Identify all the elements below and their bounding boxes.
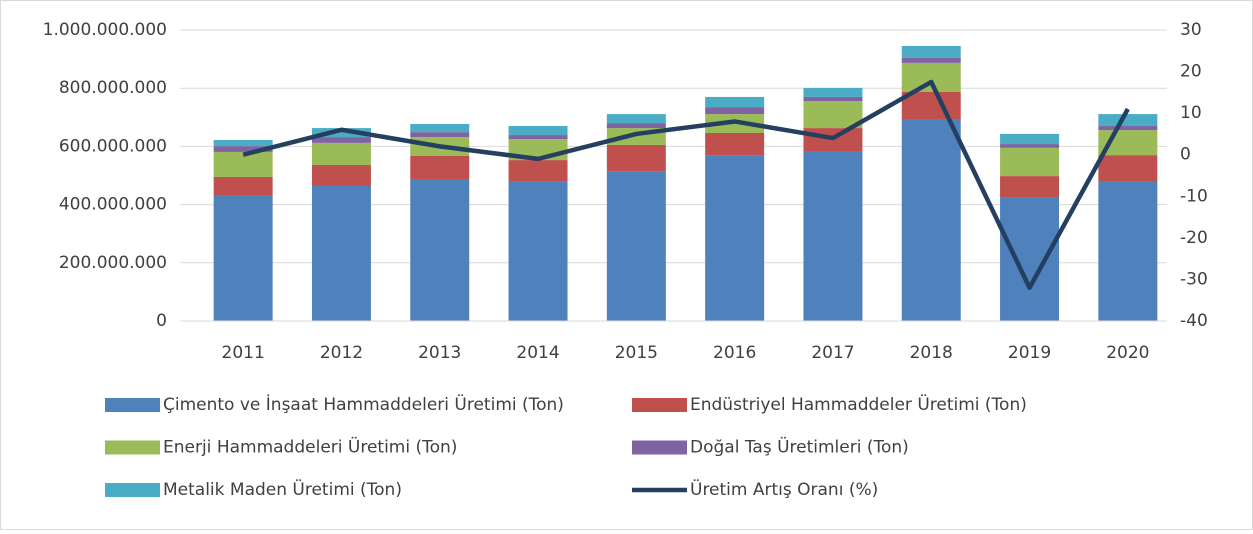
legend-label: Üretim Artış Oranı (%) [690,478,878,500]
bar-segment [803,87,863,97]
y2-tick-label: 30 [1180,20,1202,40]
bar-segment [606,123,666,129]
bar-segment [213,146,273,152]
bar-segment [606,114,666,124]
x-tick-label: 2012 [320,343,363,363]
bar-segment [213,194,273,321]
x-tick-label: 2013 [418,343,461,363]
bar-segment [508,160,568,182]
x-tick-label: 2017 [811,343,854,363]
bar-segment [901,119,961,321]
bar-segment [311,142,371,166]
bar-segment [606,171,666,321]
y2-tick-label: -20 [1180,228,1208,248]
legend-swatch [632,398,687,412]
y2-tick-label: 10 [1180,103,1202,123]
bar-segment [213,139,273,147]
bar-segment [410,123,470,133]
bar-segment [705,133,765,156]
bar-segment [705,107,765,115]
rate-line [242,79,1130,290]
x-tick-label: 2020 [1106,343,1149,363]
legend-label: Enerji Hammaddeleri Üretimi (Ton) [163,436,457,458]
y2-tick-label: 0 [1180,145,1191,165]
x-tick-label: 2018 [910,343,953,363]
bar-segment [1098,155,1158,182]
legend-swatch [105,398,160,412]
bar-segment [1000,144,1060,148]
x-tick-label: 2015 [615,343,658,363]
y2-tick-label: -30 [1180,269,1208,289]
bar-segment [1000,176,1060,198]
bar-segment [410,132,470,138]
bar-segment [213,151,273,177]
x-tick-label: 2016 [713,343,756,363]
bar-segment [705,96,765,108]
legend-label: Doğal Taş Üretimleri (Ton) [690,436,909,458]
bar-segment [606,144,666,172]
legend-swatch [105,440,160,455]
bar-segment [311,165,371,186]
bar-segment [901,91,961,120]
x-tick-label: 2014 [516,343,559,363]
y2-tick-label: -10 [1180,186,1208,206]
bar-segment [1098,114,1158,127]
bar-segment [508,181,568,321]
bar-segment [213,176,273,195]
legend-swatch [632,440,687,455]
y-tick-label: 400.000.000 [59,195,167,215]
y-tick-label: 0 [156,311,167,331]
bar-segment [1098,126,1158,131]
bar-segment [311,185,371,321]
bar-segment [410,156,470,179]
bar-segment [508,126,568,136]
bar-segment [901,62,961,92]
x-tick-label: 2019 [1008,343,1051,363]
bar-segment [1000,197,1060,321]
x-tick-label: 2011 [222,343,265,363]
bar-segment [803,101,863,129]
bar-segment [803,96,863,102]
bar-segment [410,178,470,321]
y2-tick-label: -40 [1180,311,1208,331]
y2-tick-label: 20 [1180,62,1202,82]
bar-segment [311,137,371,143]
legend-label: Metalik Maden Üretimi (Ton) [163,478,402,500]
legend-label: Endüstriyel Hammaddeler Üretimi (Ton) [690,393,1027,415]
legend-swatch [105,483,160,497]
y-tick-label: 1.000.000.000 [43,20,167,40]
bar-segment [803,151,863,321]
y-tick-label: 200.000.000 [59,253,167,273]
bar-segment [1000,147,1060,177]
y-tick-label: 800.000.000 [59,78,167,98]
bar-segment [901,46,961,58]
y-tick-label: 600.000.000 [59,136,167,156]
legend-label: Çimento ve İnşaat Hammaddeleri Üretimi (… [163,393,564,415]
bar-segment [311,128,371,138]
bar-segment [508,135,568,140]
bar-segment [1000,133,1060,145]
bar-segment [901,57,961,63]
bar-segment [1098,181,1158,321]
bar-segment [705,155,765,321]
